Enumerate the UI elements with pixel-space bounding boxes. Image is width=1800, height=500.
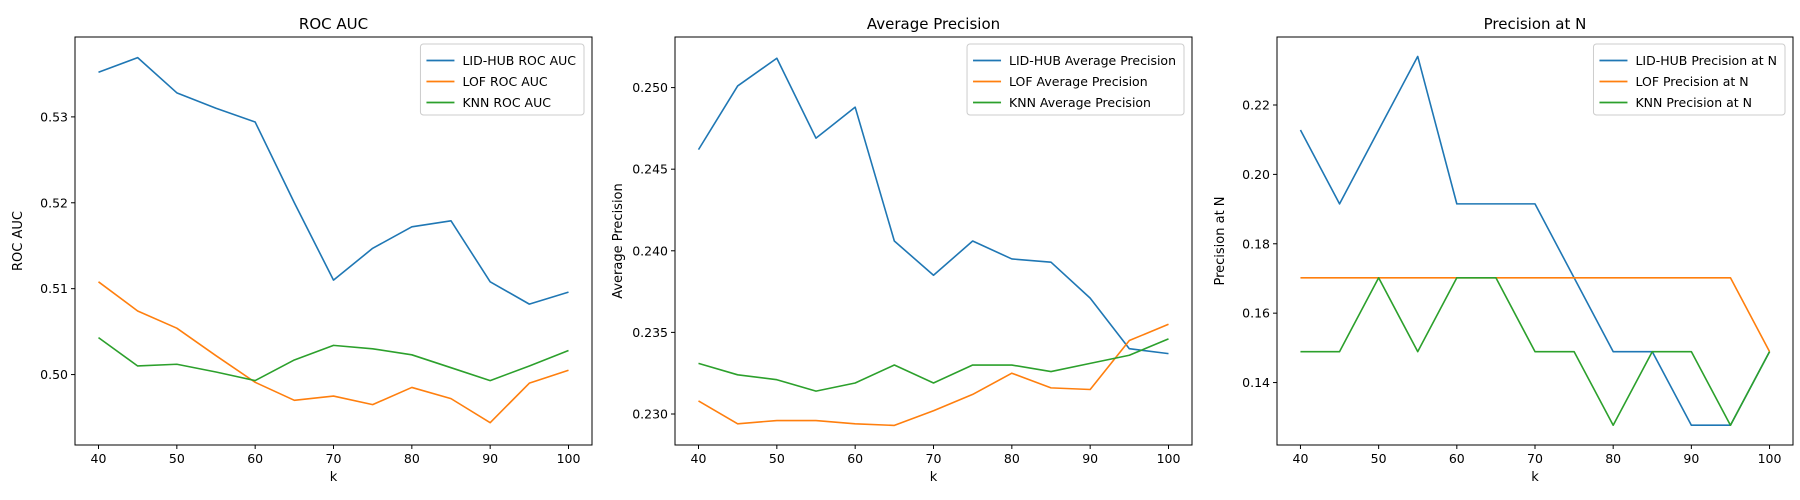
x-tick-label: 90 — [482, 451, 498, 466]
legend-label: LID-HUB ROC AUC — [462, 53, 576, 68]
y-tick-label: 0.50 — [40, 367, 68, 382]
chart-panel-3: Precision at N 40 50 60 70 80 90 100 0.14 0.16 0.1… — [1213, 15, 1794, 485]
x-tick-label: 70 — [926, 451, 942, 466]
y-tick-label: 0.18 — [1242, 236, 1270, 251]
x-tick-label: 90 — [1683, 451, 1699, 466]
y-tick-label: 0.20 — [1242, 167, 1270, 182]
x-tick-label: 100 — [1758, 451, 1782, 466]
y-tick-label: 0.14 — [1242, 375, 1270, 390]
x-tick-label: 80 — [1605, 451, 1621, 466]
x-tick-label: 90 — [1082, 451, 1098, 466]
legend: LID-HUB Precision at N LOF Precision at N… — [1592, 43, 1786, 116]
chart-title: ROC AUC — [299, 15, 368, 33]
legend: LID-HUB Average Precision LOF Average Pre… — [966, 43, 1185, 116]
x-tick-label: 70 — [1527, 451, 1543, 466]
legend-label: LOF Precision at N — [1635, 74, 1748, 89]
legend-label: LID-HUB Average Precision — [1009, 53, 1176, 68]
y-tick-label: 0.52 — [40, 195, 68, 210]
x-tick-label: 100 — [1157, 451, 1181, 466]
legend-label: KNN Precision at N — [1635, 95, 1752, 110]
legend-label: LID-HUB Precision at N — [1635, 53, 1777, 68]
x-axis-label: k — [1531, 470, 1539, 485]
y-tick-label: 0.235 — [632, 325, 668, 340]
series-line-2 — [98, 281, 569, 424]
y-axis-label: Average Precision — [611, 183, 626, 299]
y-tick-label: 0.53 — [40, 109, 68, 124]
x-tick-label: 40 — [91, 451, 107, 466]
legend-label: LOF Average Precision — [1009, 74, 1148, 89]
x-tick-label: 80 — [1004, 451, 1020, 466]
legend-label: KNN ROC AUC — [462, 95, 551, 110]
y-axis-label: Precision at N — [1213, 196, 1228, 285]
series-line-3 — [698, 338, 1169, 392]
legend: LID-HUB ROC AUC LOF ROC AUC KNN ROC AUC — [419, 43, 585, 116]
x-tick-label: 60 — [847, 451, 863, 466]
legend-label: KNN Average Precision — [1009, 95, 1151, 110]
chart-title: Precision at N — [1484, 15, 1587, 33]
y-tick-label: 0.230 — [632, 406, 668, 421]
x-tick-label: 40 — [1293, 451, 1309, 466]
y-tick-label: 0.245 — [632, 162, 668, 177]
x-tick-label: 60 — [247, 451, 263, 466]
y-tick-label: 0.51 — [40, 281, 68, 296]
x-tick-label: 100 — [557, 451, 581, 466]
legend-box — [419, 43, 585, 116]
y-axis-label: ROC AUC — [11, 211, 26, 271]
x-tick-label: 50 — [169, 451, 185, 466]
series-line-3 — [98, 336, 569, 382]
chart-panel-2: Average Precision 40 50 60 70 80 90 100 0.230 0.2… — [611, 15, 1193, 485]
legend-box — [1592, 43, 1786, 116]
chart-panel-1: ROC AUC 40 50 60 70 80 90 100 0.50 0.51 0.52 0.53 k R… — [11, 15, 593, 485]
y-tick-label: 0.22 — [1242, 98, 1270, 113]
x-axis-label: k — [930, 470, 938, 485]
legend-label: LOF ROC AUC — [462, 74, 547, 89]
x-tick-label: 40 — [691, 451, 707, 466]
y-tick-label: 0.250 — [632, 80, 668, 95]
chart-title: Average Precision — [867, 15, 1000, 33]
legend-box — [966, 43, 1185, 116]
x-tick-label: 50 — [769, 451, 785, 466]
y-tick-label: 0.240 — [632, 243, 668, 258]
x-tick-label: 80 — [404, 451, 420, 466]
series-line-2 — [698, 323, 1169, 427]
series-line-2 — [1300, 276, 1771, 353]
x-tick-label: 70 — [326, 451, 342, 466]
series-line-3 — [1300, 276, 1771, 427]
series-line-1 — [98, 56, 569, 305]
x-tick-label: 50 — [1371, 451, 1387, 466]
x-axis-label: k — [330, 470, 338, 485]
series-line-1 — [1299, 55, 1771, 427]
series-line-1 — [697, 57, 1169, 355]
x-tick-label: 60 — [1449, 451, 1465, 466]
y-tick-label: 0.16 — [1242, 306, 1270, 321]
